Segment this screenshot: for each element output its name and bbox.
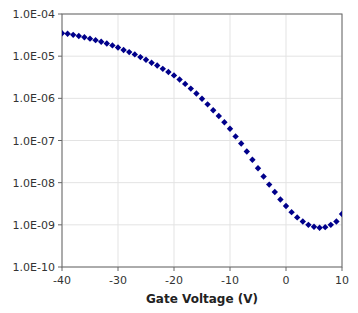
point <box>92 37 98 43</box>
point <box>266 181 272 187</box>
point <box>272 189 278 195</box>
tick-label: -20 <box>165 274 183 287</box>
tick-label: 1.0E-04 <box>13 8 55 21</box>
tick-mark <box>58 140 62 141</box>
point <box>62 30 65 36</box>
tick-label: 0 <box>283 274 290 287</box>
point <box>227 126 233 132</box>
points <box>62 30 342 231</box>
point <box>294 214 300 220</box>
tick-mark <box>58 182 62 183</box>
point <box>277 196 283 202</box>
tick-label: 1.0E-05 <box>13 50 55 63</box>
point <box>148 59 154 65</box>
grid-line <box>118 14 119 267</box>
point <box>109 42 115 48</box>
grid-line <box>62 224 342 225</box>
point <box>160 66 166 72</box>
tick-mark <box>58 14 62 15</box>
tick-label: 1.0E-07 <box>13 135 55 148</box>
tick-mark <box>62 267 63 271</box>
grid-line <box>62 56 342 57</box>
grid-line <box>230 14 231 267</box>
point <box>283 203 289 209</box>
point <box>300 218 306 224</box>
point <box>87 35 93 41</box>
point <box>70 32 76 38</box>
grid-line <box>174 14 175 267</box>
tick-mark <box>58 98 62 99</box>
grid <box>62 14 342 267</box>
point <box>249 157 255 163</box>
grid-line <box>286 14 287 267</box>
plot-frame <box>62 14 342 267</box>
point <box>216 113 222 119</box>
point <box>115 44 121 50</box>
point <box>305 222 311 228</box>
tick-label: -40 <box>53 274 71 287</box>
tick-mark <box>286 267 287 271</box>
point <box>137 54 143 60</box>
point <box>221 119 227 125</box>
point <box>171 72 177 78</box>
tick-mark <box>118 267 119 271</box>
tick-mark <box>58 56 62 57</box>
point <box>126 49 132 55</box>
point <box>238 140 244 146</box>
point <box>176 76 182 82</box>
point <box>260 173 266 179</box>
plot-area <box>62 14 342 267</box>
point <box>210 107 216 113</box>
tick-label: 1.0E-10 <box>13 261 55 274</box>
tick-label: 1.0E-06 <box>13 92 55 105</box>
point <box>328 222 334 228</box>
tick-label: -10 <box>221 274 239 287</box>
point <box>232 133 238 139</box>
tick-mark <box>58 224 62 225</box>
tick-mark <box>58 267 62 268</box>
point <box>255 165 261 171</box>
point <box>244 148 250 154</box>
x-axis-label: Gate Voltage (V) <box>146 292 258 306</box>
tick-label: 1.0E-08 <box>13 177 55 190</box>
point <box>204 101 210 107</box>
tick-label: 10 <box>335 274 349 287</box>
point <box>333 218 339 224</box>
grid-line <box>62 140 342 141</box>
point <box>143 57 149 63</box>
point <box>64 31 70 37</box>
tick-mark <box>174 267 175 271</box>
point <box>76 33 82 39</box>
point <box>98 39 104 45</box>
point <box>311 224 317 230</box>
point <box>316 225 322 231</box>
tick-mark <box>230 267 231 271</box>
point <box>193 90 199 96</box>
point <box>132 51 138 57</box>
point <box>288 209 294 215</box>
axes: 1.0E-10 1.0E-09 1.0E-08 1.0E-07 1.0E-06 1.0E-… <box>13 8 349 287</box>
point <box>165 69 171 75</box>
point <box>339 211 342 217</box>
chart: 1.0E-10 1.0E-09 1.0E-08 1.0E-07 1.0E-06 1.0E-… <box>0 0 358 313</box>
point <box>199 96 205 102</box>
point <box>120 47 126 53</box>
tick-label: 1.0E-09 <box>13 219 55 232</box>
point <box>322 224 328 230</box>
point <box>182 81 188 87</box>
point <box>104 40 110 46</box>
tick-label: -30 <box>109 274 127 287</box>
point <box>154 62 160 68</box>
point <box>81 34 87 40</box>
tick-mark <box>342 267 343 271</box>
point <box>188 85 194 91</box>
grid-line <box>62 182 342 183</box>
